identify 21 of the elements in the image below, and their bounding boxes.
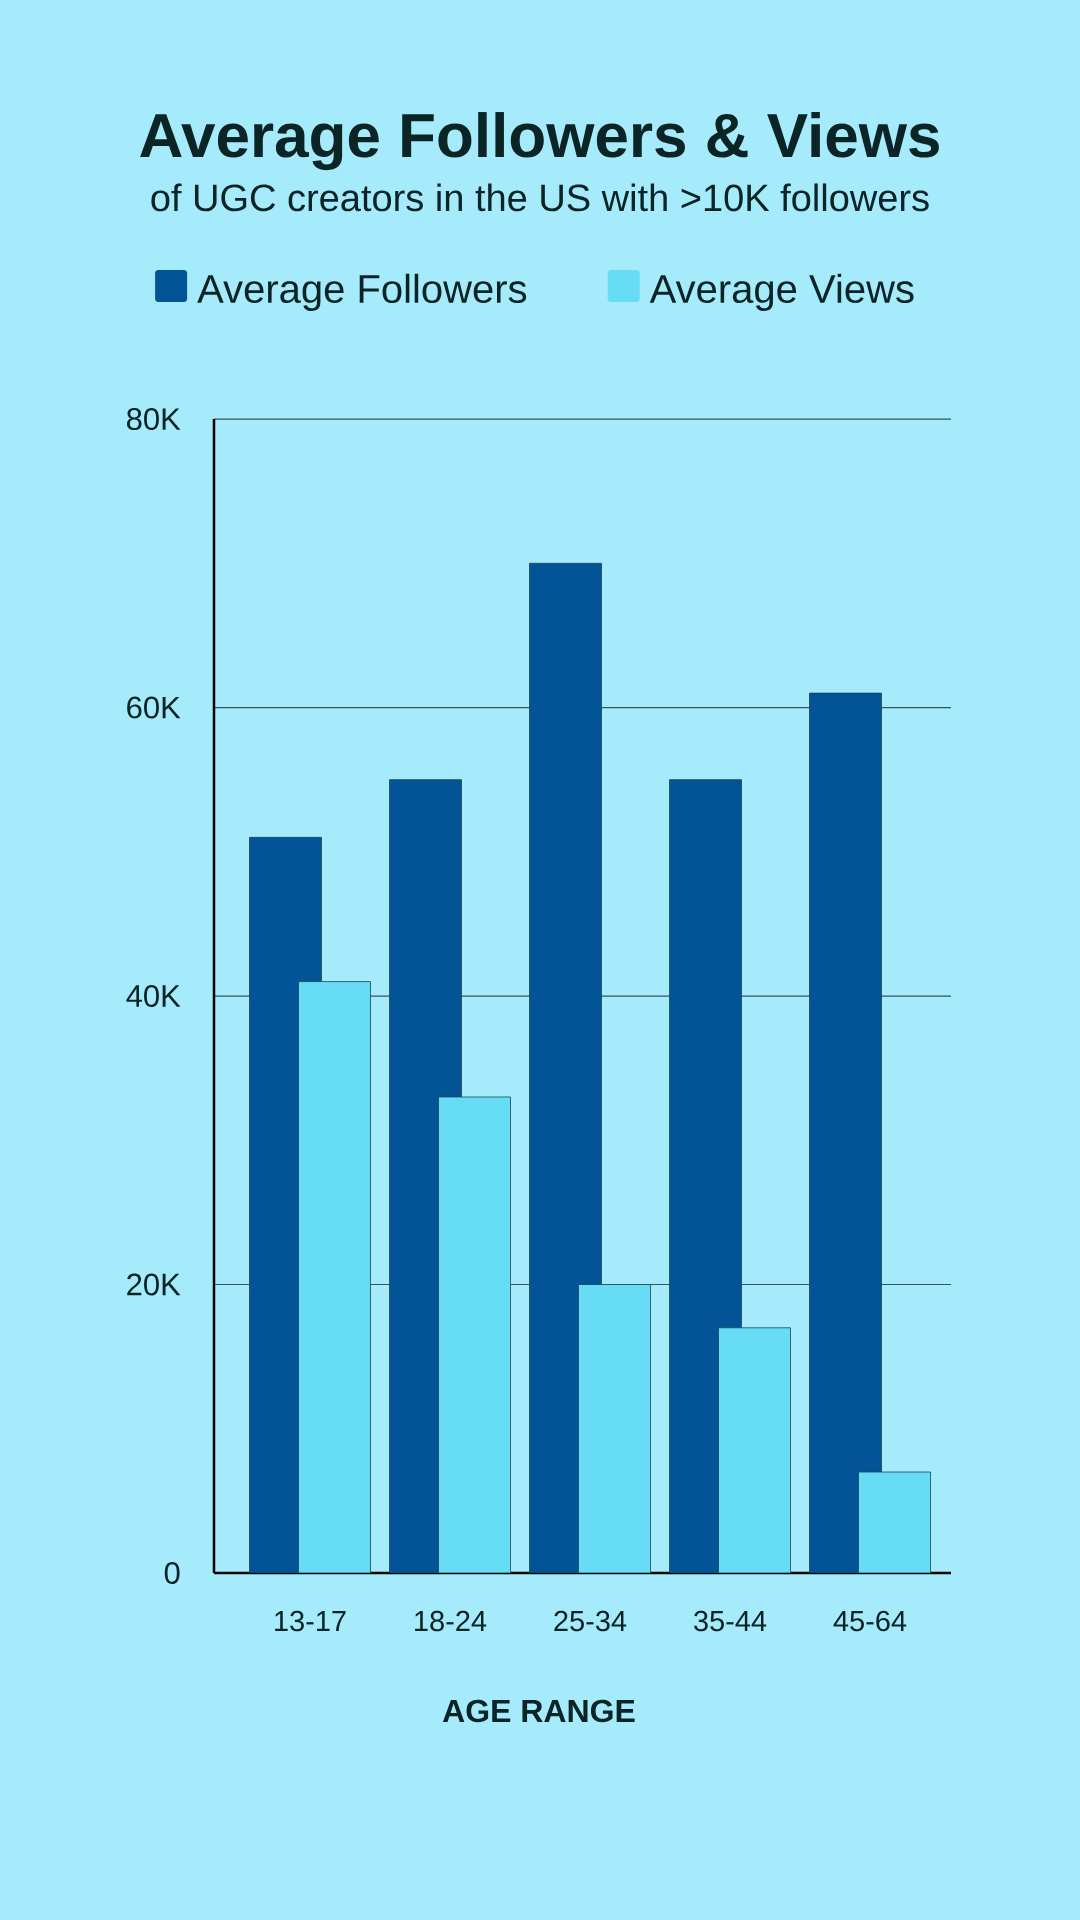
legend-label: Average Followers bbox=[197, 273, 527, 312]
y-tick-label: 60K bbox=[127, 696, 181, 719]
bar bbox=[438, 1096, 511, 1573]
x-axis-title: AGE RANGE bbox=[442, 1699, 635, 1723]
y-tick-label: 40K bbox=[126, 985, 181, 1007]
legend-label: Average Views bbox=[649, 273, 914, 312]
bar bbox=[578, 1284, 651, 1573]
bar bbox=[298, 981, 371, 1573]
bar bbox=[718, 1327, 791, 1573]
x-tick-label: 13-17 bbox=[275, 1610, 346, 1632]
bar bbox=[858, 1471, 931, 1573]
x-tick-label: 25-34 bbox=[554, 1610, 627, 1632]
chart-title: Average Followers & Views bbox=[140, 112, 939, 171]
bar bbox=[809, 692, 882, 1573]
y-tick-label: 20K bbox=[127, 1273, 181, 1296]
y-tick-label: 0 bbox=[164, 1562, 180, 1584]
x-tick-label: 18-24 bbox=[415, 1610, 487, 1632]
x-tick-label: 35-44 bbox=[694, 1610, 767, 1632]
chart-subtitle: of UGC creators in the US with >10K followers bbox=[151, 183, 929, 212]
x-tick-label: 45-64 bbox=[833, 1610, 907, 1632]
y-tick-label: 80K bbox=[126, 408, 181, 431]
